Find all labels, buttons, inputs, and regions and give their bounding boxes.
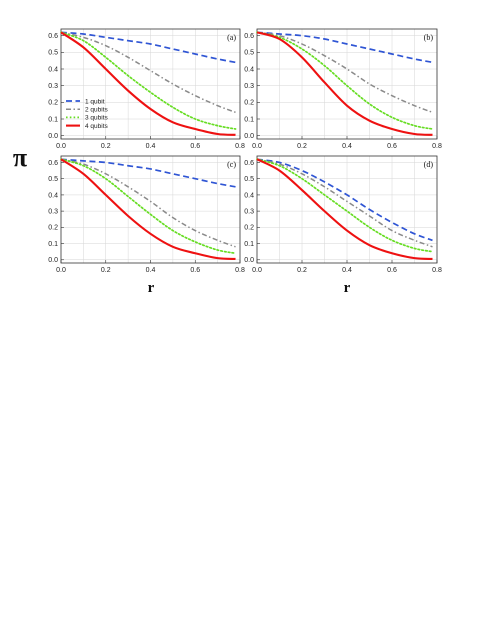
panel-2: 0.0 0.1 0.2 0.3 0.4 0.5 0.6 0.0 0.2 0.4 0.6 0.8 (b) — [244, 28, 442, 150]
panel-1-ytick-label: 0.1 — [48, 116, 58, 123]
panel-4-label: (d) — [424, 160, 434, 169]
panel-2-ytick-label: 0.1 — [244, 116, 254, 123]
panel-3-ytick-label: 0.5 — [48, 176, 58, 183]
panel-1-ytick-label: 0.2 — [48, 100, 58, 107]
panel-4-ytick-label: 0.0 — [244, 257, 254, 264]
panel-2-ytick-label: 0.5 — [244, 50, 254, 57]
panel-2-ytick-label: 0.6 — [244, 33, 254, 40]
panel-3: 0.0 0.1 0.2 0.3 0.4 0.5 0.6 0.0 0.2 0.4 0.6 0.8 (c) — [48, 155, 245, 274]
panel-2-series-1-line — [256, 31, 433, 64]
panel-4-ytick-label: 0.3 — [244, 209, 254, 216]
panel-2-label: (b) — [424, 33, 434, 42]
panel-2-xtick-label: 0.2 — [297, 143, 307, 150]
panel-3-xtick-label: 0.4 — [146, 267, 156, 274]
panel-2-xtick-label: 0.0 — [252, 143, 262, 150]
legend-entry-3: 3 qubits — [85, 115, 109, 122]
panel-4: 0.0 0.1 0.2 0.3 0.4 0.5 0.6 0.0 0.2 0.4 0.6 0.8 (d) — [244, 155, 442, 274]
panel-1-label: (a) — [227, 33, 236, 42]
panel-3-xtick-label: 0.0 — [56, 267, 66, 274]
panel-2-xtick-label: 0.8 — [432, 143, 442, 150]
panel-1-xtick-label: 0.2 — [101, 143, 111, 150]
panel-1-ytick-label: 0.3 — [48, 83, 58, 90]
panel-4-ytick-label: 0.4 — [244, 192, 254, 199]
panel-2-ytick-label: 0.3 — [244, 83, 254, 90]
panel-3-xtick-label: 0.6 — [190, 267, 200, 274]
panel-2-series-3-line — [256, 31, 434, 130]
panel-4-xtick-label: 0.6 — [387, 267, 397, 274]
legend-entry-2: 2 qubits — [85, 107, 109, 114]
x-axis-label-left: r — [148, 280, 155, 296]
panel-3-ytick-label: 0.4 — [48, 192, 58, 199]
y-axis-label: π — [13, 143, 27, 172]
panel-1-xtick-label: 0.6 — [190, 143, 200, 150]
panel-2-xtick-label: 0.6 — [387, 143, 397, 150]
panel-2-ytick-label: 0.2 — [244, 100, 254, 107]
panel-2-ytick-label: 0.0 — [244, 133, 254, 140]
panel-4-series-1-line — [256, 158, 433, 242]
panel-4-xtick-label: 0.0 — [252, 267, 262, 274]
panel-3-xtick-label: 0.2 — [101, 267, 111, 274]
panel-3-series-2-line — [60, 158, 236, 248]
panel-3-series-4-line — [60, 158, 236, 260]
panel-1-ytick-label: 0.0 — [48, 133, 58, 140]
panel-4-xtick-label: 0.8 — [432, 267, 442, 274]
panel-4-ytick-label: 0.5 — [244, 176, 254, 183]
panel-3-label: (c) — [227, 160, 236, 169]
panel-1-series-3-line — [60, 31, 237, 130]
panel-3-ytick-label: 0.3 — [48, 209, 58, 216]
panel-3-series-3-line — [60, 158, 237, 255]
panel-1-series-4-line — [60, 31, 236, 136]
panel-1-series-1-line — [60, 31, 236, 64]
panel-4-series-4-line — [256, 158, 433, 260]
panel-3-ytick-label: 0.0 — [48, 257, 58, 264]
legend-entry-1: 1 qubit — [85, 98, 105, 105]
panel-1-ytick-label: 0.6 — [48, 33, 58, 40]
panel-4-ytick-label: 0.6 — [244, 160, 254, 167]
panel-4-xtick-label: 0.4 — [342, 267, 352, 274]
panel-2-xtick-label: 0.4 — [342, 143, 352, 150]
panel-4-series-2-line — [256, 158, 433, 248]
panel-3-ytick-label: 0.2 — [48, 225, 58, 232]
panel-3-series-1-line — [60, 158, 236, 188]
panel-4-series-3-line — [256, 158, 434, 253]
panel-3-ytick-label: 0.1 — [48, 241, 58, 248]
panel-4-ytick-label: 0.2 — [244, 225, 254, 232]
panel-1-xtick-label: 0.4 — [146, 143, 156, 150]
panel-1-xtick-label: 0.0 — [56, 143, 66, 150]
legend-entry-4: 4 qubits — [85, 123, 109, 130]
panel-2-series-4-line — [256, 31, 433, 136]
panel-1-xtick-label: 0.8 — [235, 143, 245, 150]
panel-2-ytick-label: 0.4 — [244, 66, 254, 73]
panel-1-ytick-label: 0.5 — [48, 50, 58, 57]
panel-4-ytick-label: 0.1 — [244, 241, 254, 248]
x-axis-label-right: r — [344, 280, 351, 296]
panel-3-xtick-label: 0.8 — [235, 267, 245, 274]
panel-3-ytick-label: 0.6 — [48, 160, 58, 167]
panel-1: 0.0 0.1 0.2 0.3 0.4 0.5 0.6 0.0 0.2 0.4 0.6 0.8 (a) 1… — [48, 28, 245, 150]
panel-4-xtick-label: 0.2 — [297, 267, 307, 274]
panel-1-ytick-label: 0.4 — [48, 66, 58, 73]
